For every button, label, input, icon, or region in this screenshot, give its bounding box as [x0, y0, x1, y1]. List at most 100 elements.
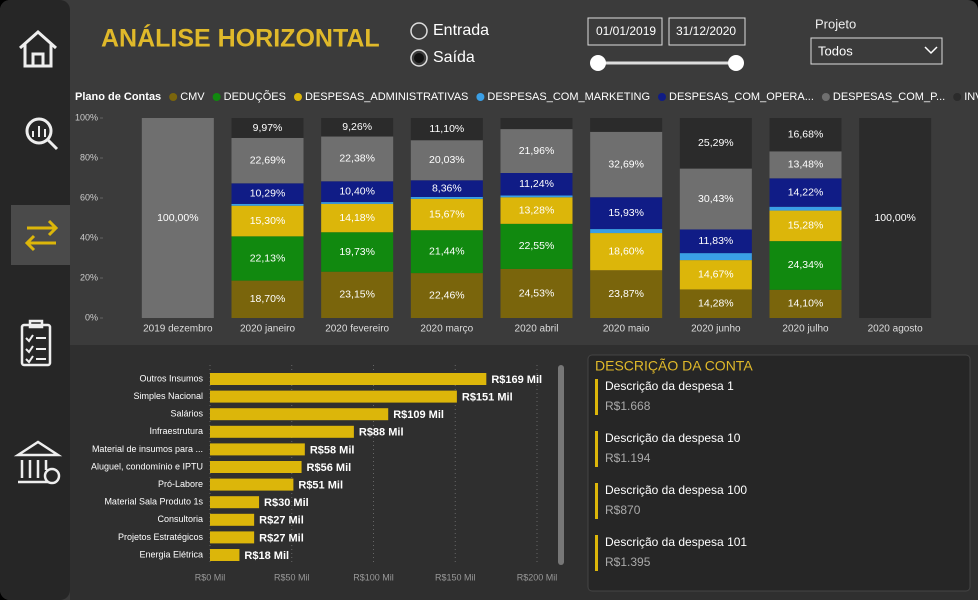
bar-segment[interactable]: [141, 118, 214, 318]
bar-segment[interactable]: [679, 229, 752, 254]
bar[interactable]: [210, 373, 487, 385]
legend-label[interactable]: INVESTIMENTOS: [964, 91, 978, 103]
bar-segment[interactable]: [231, 280, 304, 318]
date-start[interactable]: 01/01/2019: [596, 24, 656, 38]
bar-segment[interactable]: [679, 289, 752, 318]
bar-segment[interactable]: [321, 118, 394, 137]
bar[interactable]: [210, 461, 302, 473]
bar-segment[interactable]: [231, 183, 304, 204]
bar-segment[interactable]: [590, 131, 663, 198]
bank-icon[interactable]: [13, 440, 63, 485]
bar-segment[interactable]: [500, 195, 573, 198]
radio-button[interactable]: [410, 22, 428, 40]
bar-segment[interactable]: [769, 178, 842, 207]
bar-segment[interactable]: [769, 206, 842, 211]
legend-label[interactable]: DESPESAS_COM_P...: [833, 91, 945, 103]
bar-segment[interactable]: [590, 197, 663, 230]
legend-dot[interactable]: [658, 93, 666, 101]
bar-segment[interactable]: [679, 118, 752, 169]
active-tab[interactable]: [11, 205, 70, 265]
bar-segment[interactable]: [321, 232, 394, 272]
bar-segment[interactable]: [500, 129, 573, 173]
legend-dot[interactable]: [212, 93, 221, 101]
slider-handle[interactable]: [728, 55, 744, 71]
bar-segment[interactable]: [321, 136, 394, 182]
bar-segment[interactable]: [679, 260, 752, 290]
bar-segment[interactable]: [410, 230, 483, 274]
item-name[interactable]: Descrição da despesa 101: [605, 535, 747, 549]
radio-label[interactable]: Saída: [433, 49, 475, 66]
radio-label[interactable]: Entrada: [433, 22, 489, 39]
bar-segment[interactable]: [500, 268, 573, 318]
item-name[interactable]: Descrição da despesa 1: [605, 379, 734, 393]
slider-handle[interactable]: [590, 55, 606, 71]
bar-segment[interactable]: [231, 137, 304, 184]
bar-segment[interactable]: [410, 118, 483, 141]
bar-segment[interactable]: [231, 118, 304, 138]
checklist-icon[interactable]: [20, 319, 52, 367]
radio-dot[interactable]: [414, 53, 424, 63]
bar[interactable]: [210, 408, 389, 421]
bar-segment[interactable]: [590, 270, 663, 318]
scrollbar[interactable]: [558, 365, 564, 565]
bar-segment[interactable]: [410, 196, 483, 199]
legend-label[interactable]: DESPESAS_COM_OPERA...: [669, 91, 814, 103]
bar[interactable]: [210, 443, 305, 456]
projeto-value[interactable]: Todos: [818, 43, 853, 58]
date-end[interactable]: 31/12/2020: [676, 24, 736, 38]
legend-dot[interactable]: [476, 93, 485, 101]
item-name[interactable]: Descrição da despesa 100: [605, 483, 747, 497]
legend-label[interactable]: CMV: [180, 91, 205, 103]
x-tick-label: R$100 Mil: [353, 572, 394, 582]
bar-segment[interactable]: [231, 203, 304, 206]
legend-label[interactable]: DESPESAS_ADMINISTRATIVAS: [305, 91, 468, 103]
bar-segment[interactable]: [590, 118, 663, 132]
bar[interactable]: [210, 513, 255, 526]
bar-segment[interactable]: [500, 173, 573, 196]
projeto-dropdown[interactable]: [810, 37, 943, 65]
legend-label[interactable]: DEDUÇÕES: [224, 90, 286, 103]
bar-segment[interactable]: [410, 140, 483, 181]
bar-segment[interactable]: [769, 210, 842, 242]
bar-segment[interactable]: [769, 289, 842, 318]
bar-segment[interactable]: [321, 271, 394, 318]
bar-segment[interactable]: [231, 236, 304, 281]
date-box[interactable]: [668, 17, 746, 46]
legend-dot[interactable]: [169, 93, 178, 101]
search-icon[interactable]: [25, 117, 59, 151]
bar-segment[interactable]: [231, 205, 304, 237]
bar[interactable]: [210, 531, 255, 544]
bar[interactable]: [210, 390, 457, 403]
legend-dot[interactable]: [953, 93, 962, 101]
bar[interactable]: [210, 478, 294, 491]
bar[interactable]: [210, 496, 260, 509]
bar-segment[interactable]: [500, 223, 573, 269]
item-name[interactable]: Descrição da despesa 10: [605, 431, 741, 445]
legend-dot[interactable]: [293, 93, 302, 101]
bar-segment[interactable]: [769, 118, 842, 152]
bar-segment[interactable]: [410, 180, 483, 197]
data-label: 22,13%: [250, 252, 286, 264]
bar-segment[interactable]: [769, 241, 842, 290]
home-icon[interactable]: [19, 29, 57, 68]
bar[interactable]: [210, 549, 240, 561]
data-label: R$88 Mil: [359, 427, 404, 439]
legend-dot[interactable]: [821, 93, 830, 101]
bar-segment[interactable]: [410, 273, 483, 318]
bar-segment[interactable]: [679, 168, 752, 230]
bar[interactable]: [210, 425, 354, 438]
radio-button[interactable]: [410, 49, 428, 67]
legend-label[interactable]: DESPESAS_COM_MARKETING: [487, 91, 650, 103]
bar-segment[interactable]: [321, 181, 394, 203]
date-box[interactable]: [587, 17, 663, 46]
bar-segment[interactable]: [859, 118, 932, 318]
bar-segment[interactable]: [321, 202, 394, 204]
bar-segment[interactable]: [410, 198, 483, 231]
bar-segment[interactable]: [321, 203, 394, 233]
bar-segment[interactable]: [590, 229, 663, 234]
bar-segment[interactable]: [590, 233, 663, 271]
bar-segment[interactable]: [500, 197, 573, 224]
bar-segment[interactable]: [679, 253, 752, 261]
bar-segment[interactable]: [769, 151, 842, 179]
bar-segment[interactable]: [500, 118, 573, 130]
